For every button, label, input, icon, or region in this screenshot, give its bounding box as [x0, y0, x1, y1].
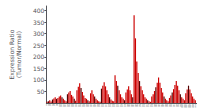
svg-text:P16: P16: [66, 104, 69, 107]
svg-text:P76: P76: [148, 104, 150, 107]
svg-text:400: 400: [33, 7, 45, 14]
svg-text:150: 150: [33, 65, 45, 72]
svg-text:P46: P46: [107, 104, 109, 107]
svg-text:P43: P43: [103, 104, 105, 107]
svg-text:200: 200: [33, 53, 45, 60]
svg-text:50: 50: [37, 88, 45, 95]
svg-text:P6: P6: [53, 104, 55, 106]
svg-text:(Tumor/Normal): (Tumor/Normal): [15, 31, 22, 78]
svg-text:P110: P110: [195, 104, 197, 107]
svg-text:250: 250: [33, 42, 45, 49]
svg-text:P23: P23: [76, 104, 78, 107]
svg-text:350: 350: [33, 19, 45, 26]
svg-text:Expression Ratio: Expression Ratio: [8, 29, 15, 80]
svg-text:P26: P26: [80, 104, 82, 107]
svg-text:P13: P13: [62, 104, 65, 107]
svg-text:P40: P40: [99, 104, 101, 107]
svg-text:P73: P73: [144, 104, 146, 107]
svg-text:P70: P70: [140, 104, 142, 107]
svg-text:P3: P3: [49, 104, 51, 106]
svg-text:100: 100: [33, 76, 45, 83]
svg-text:P20: P20: [72, 104, 74, 107]
svg-text:P10: P10: [58, 104, 60, 107]
svg-text:300: 300: [33, 30, 45, 37]
